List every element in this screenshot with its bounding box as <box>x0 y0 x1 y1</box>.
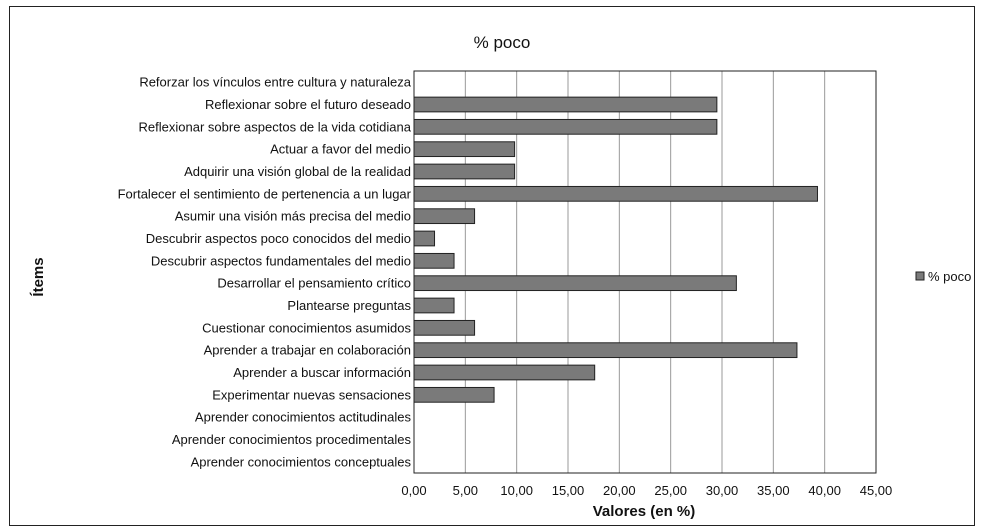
bar <box>413 342 798 359</box>
bar <box>413 319 476 336</box>
x-tick-labels: 0,00 5,00 10,00 15,00 20,00 25,00 30,00 35,00 40… <box>401 483 892 498</box>
category-label: Experimentar nuevas sensaciones <box>212 387 411 402</box>
category-label: Plantearse preguntas <box>287 298 411 313</box>
x-tick-label: 30,00 <box>706 483 739 498</box>
category-label: Aprender conocimientos procedimentales <box>172 432 412 447</box>
legend: % poco <box>915 269 971 284</box>
category-label: Reforzar los vínculos entre cultura y na… <box>139 75 411 90</box>
x-tick-label: 25,00 <box>654 483 687 498</box>
bars <box>413 96 818 403</box>
bar <box>413 118 718 135</box>
bar <box>413 297 455 314</box>
category-label: Adquirir una visión global de la realida… <box>184 164 411 179</box>
legend-swatch <box>915 271 925 281</box>
category-label: Descubrir aspectos poco conocidos del me… <box>146 231 411 246</box>
bar <box>413 185 818 202</box>
bar <box>413 230 436 247</box>
x-axis-title: Valores (en %) <box>593 503 696 520</box>
plot-area-border <box>413 70 877 474</box>
x-tick-label: 40,00 <box>808 483 841 498</box>
y-axis-title: Ítems <box>30 257 47 296</box>
x-tick-label: 10,00 <box>500 483 533 498</box>
category-label: Aprender a trabajar en colaboración <box>204 343 411 358</box>
bar <box>413 96 718 113</box>
category-label: Asumir una visión más precisa del medio <box>175 209 411 224</box>
x-tick-label: 45,00 <box>860 483 893 498</box>
category-label: Reflexionar sobre aspectos de la vida co… <box>139 119 412 134</box>
x-tick-label: 20,00 <box>603 483 636 498</box>
bar <box>413 386 495 403</box>
chart-frame: % poco Reforzar los vínculos entre cultu… <box>9 6 975 526</box>
bar <box>413 364 596 381</box>
category-label: Aprender conocimientos conceptuales <box>191 454 412 469</box>
category-label: Fortalecer el sentimiento de pertenencia… <box>118 186 412 201</box>
bar-chart: % poco Reforzar los vínculos entre cultu… <box>30 33 971 520</box>
x-tick-label: 0,00 <box>401 483 426 498</box>
category-label: Aprender conocimientos actitudinales <box>195 410 412 425</box>
category-label: Desarrollar el pensamiento crítico <box>217 276 411 291</box>
category-label: Descubrir aspectos fundamentales del med… <box>151 253 411 268</box>
category-label: Cuestionar conocimientos asumidos <box>202 320 411 335</box>
bar <box>413 275 737 292</box>
x-tick-label: 15,00 <box>552 483 585 498</box>
bar <box>413 141 516 158</box>
category-label: Reflexionar sobre el futuro deseado <box>205 97 411 112</box>
category-labels: Reforzar los vínculos entre cultura y na… <box>118 75 412 470</box>
category-label: Aprender a buscar información <box>233 365 411 380</box>
bar <box>413 208 476 225</box>
chart-title: % poco <box>474 33 531 52</box>
legend-label: % poco <box>928 269 971 284</box>
category-label: Actuar a favor del medio <box>270 142 411 157</box>
gridlines <box>413 70 877 474</box>
x-tick-label: 5,00 <box>453 483 478 498</box>
bar <box>413 252 455 269</box>
bar <box>413 163 516 180</box>
x-tick-label: 35,00 <box>757 483 790 498</box>
